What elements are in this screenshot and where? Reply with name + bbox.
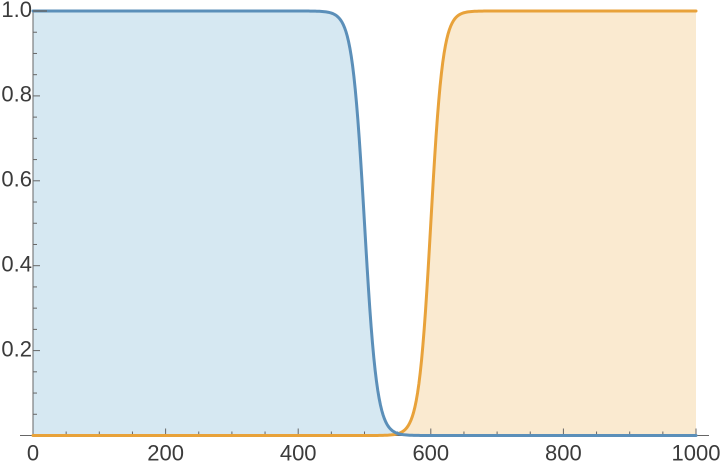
svg-text:0.2: 0.2: [1, 336, 32, 361]
svg-text:0.8: 0.8: [1, 82, 32, 107]
svg-text:200: 200: [147, 441, 184, 466]
svg-text:1.0: 1.0: [1, 0, 32, 22]
svg-text:0.4: 0.4: [1, 252, 32, 277]
svg-text:0: 0: [27, 441, 39, 466]
svg-text:1000: 1000: [672, 441, 720, 466]
svg-text:600: 600: [412, 441, 449, 466]
svg-text:400: 400: [280, 441, 317, 466]
svg-text:0.6: 0.6: [1, 167, 32, 192]
svg-text:800: 800: [545, 441, 582, 466]
